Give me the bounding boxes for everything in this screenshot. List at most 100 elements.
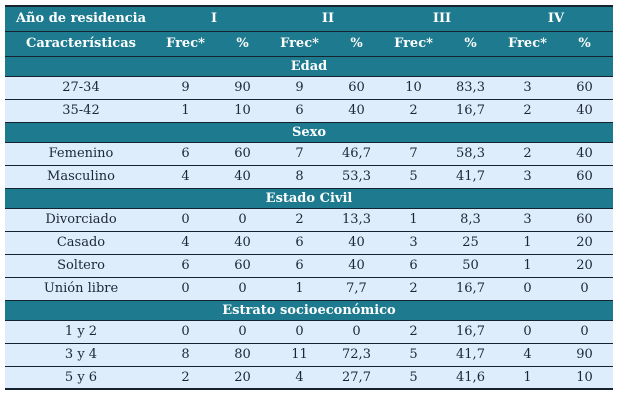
row-label: Divorciado bbox=[5, 208, 157, 232]
cell: 20 bbox=[556, 231, 613, 255]
cell: 6 bbox=[271, 231, 328, 255]
cell: 72,3 bbox=[328, 343, 385, 367]
cell: 60 bbox=[556, 165, 613, 189]
cell: 41,6 bbox=[442, 366, 499, 389]
cell: 41,7 bbox=[442, 165, 499, 189]
cell: 40 bbox=[328, 99, 385, 123]
cell: 50 bbox=[442, 254, 499, 278]
table-row: Unión libre 0 0 1 7,7 2 16,7 0 0 bbox=[5, 277, 613, 301]
cell: 0 bbox=[214, 277, 271, 301]
cell: 3 bbox=[499, 165, 556, 189]
row-label: 3 y 4 bbox=[5, 343, 157, 367]
cell: 4 bbox=[157, 165, 214, 189]
cell: 3 bbox=[499, 208, 556, 232]
cell: 27,7 bbox=[328, 366, 385, 389]
cell: 60 bbox=[328, 76, 385, 100]
cell: 5 bbox=[385, 366, 442, 389]
cell: 20 bbox=[214, 366, 271, 389]
cell: 0 bbox=[499, 320, 556, 344]
cell: 1 bbox=[157, 99, 214, 123]
cell: 6 bbox=[157, 142, 214, 166]
cell: 0 bbox=[157, 208, 214, 232]
cell: 0 bbox=[214, 208, 271, 232]
cell: 8 bbox=[157, 343, 214, 367]
cell: 4 bbox=[499, 343, 556, 367]
header-group-III: III bbox=[385, 6, 499, 32]
cell: 10 bbox=[214, 99, 271, 123]
row-label: 35-42 bbox=[5, 99, 157, 123]
cell: 60 bbox=[214, 254, 271, 278]
header-frec-III: Frec* bbox=[385, 31, 442, 57]
table-row: 35-42 1 10 6 40 2 16,7 2 40 bbox=[5, 99, 613, 123]
cell: 4 bbox=[157, 231, 214, 255]
cell: 5 bbox=[385, 165, 442, 189]
header-pct-II: % bbox=[328, 31, 385, 57]
table-row: 5 y 6 2 20 4 27,7 5 41,6 1 10 bbox=[5, 366, 613, 389]
table-row: Femenino 6 60 7 46,7 7 58,3 2 40 bbox=[5, 142, 613, 166]
cell: 7,7 bbox=[328, 277, 385, 301]
cell: 3 bbox=[499, 76, 556, 100]
cell: 6 bbox=[385, 254, 442, 278]
cell: 6 bbox=[271, 254, 328, 278]
row-label: Femenino bbox=[5, 142, 157, 166]
cell: 7 bbox=[271, 142, 328, 166]
row-label: 1 y 2 bbox=[5, 320, 157, 344]
table-row: Casado 4 40 6 40 3 25 1 20 bbox=[5, 231, 613, 255]
cell: 0 bbox=[157, 277, 214, 301]
cell: 60 bbox=[556, 208, 613, 232]
cell: 0 bbox=[328, 320, 385, 344]
cell: 2 bbox=[271, 208, 328, 232]
cell: 2 bbox=[385, 99, 442, 123]
cell: 90 bbox=[214, 76, 271, 100]
cell: 8,3 bbox=[442, 208, 499, 232]
cell: 90 bbox=[556, 343, 613, 367]
cell: 0 bbox=[499, 277, 556, 301]
cell: 40 bbox=[328, 254, 385, 278]
row-label: 27-34 bbox=[5, 76, 157, 100]
section-row-estrato: Estrato socioeconómico bbox=[5, 300, 613, 321]
cell: 7 bbox=[385, 142, 442, 166]
cell: 10 bbox=[385, 76, 442, 100]
cell: 1 bbox=[271, 277, 328, 301]
table-header-row-subcolumns: Características Frec* % Frec* % Frec* % … bbox=[5, 31, 613, 57]
row-label: 5 y 6 bbox=[5, 366, 157, 389]
header-frec-II: Frec* bbox=[271, 31, 328, 57]
row-label: Casado bbox=[5, 231, 157, 255]
cell: 40 bbox=[556, 99, 613, 123]
section-row-estado-civil: Estado Civil bbox=[5, 188, 613, 209]
cell: 80 bbox=[214, 343, 271, 367]
header-year-of-residence: Año de residencia bbox=[5, 6, 157, 32]
cell: 58,3 bbox=[442, 142, 499, 166]
header-characteristics: Características bbox=[5, 31, 157, 57]
cell: 10 bbox=[556, 366, 613, 389]
cell: 3 bbox=[385, 231, 442, 255]
cell: 16,7 bbox=[442, 99, 499, 123]
table-row: Divorciado 0 0 2 13,3 1 8,3 3 60 bbox=[5, 208, 613, 232]
section-title: Estado Civil bbox=[5, 188, 613, 209]
cell: 9 bbox=[271, 76, 328, 100]
cell: 0 bbox=[556, 320, 613, 344]
row-label: Soltero bbox=[5, 254, 157, 278]
cell: 0 bbox=[214, 320, 271, 344]
header-group-IV: IV bbox=[499, 6, 613, 32]
cell: 1 bbox=[499, 366, 556, 389]
section-row-edad: Edad bbox=[5, 56, 613, 77]
row-label: Unión libre bbox=[5, 277, 157, 301]
header-group-II: II bbox=[271, 6, 385, 32]
cell: 83,3 bbox=[442, 76, 499, 100]
cell: 41,7 bbox=[442, 343, 499, 367]
cell: 40 bbox=[214, 165, 271, 189]
cell: 16,7 bbox=[442, 277, 499, 301]
cell: 5 bbox=[385, 343, 442, 367]
cell: 6 bbox=[157, 254, 214, 278]
cell: 2 bbox=[157, 366, 214, 389]
cell: 16,7 bbox=[442, 320, 499, 344]
cell: 1 bbox=[385, 208, 442, 232]
cell: 9 bbox=[157, 76, 214, 100]
cell: 8 bbox=[271, 165, 328, 189]
cell: 40 bbox=[328, 231, 385, 255]
header-frec-I: Frec* bbox=[157, 31, 214, 57]
cell: 60 bbox=[556, 76, 613, 100]
cell: 1 bbox=[499, 231, 556, 255]
